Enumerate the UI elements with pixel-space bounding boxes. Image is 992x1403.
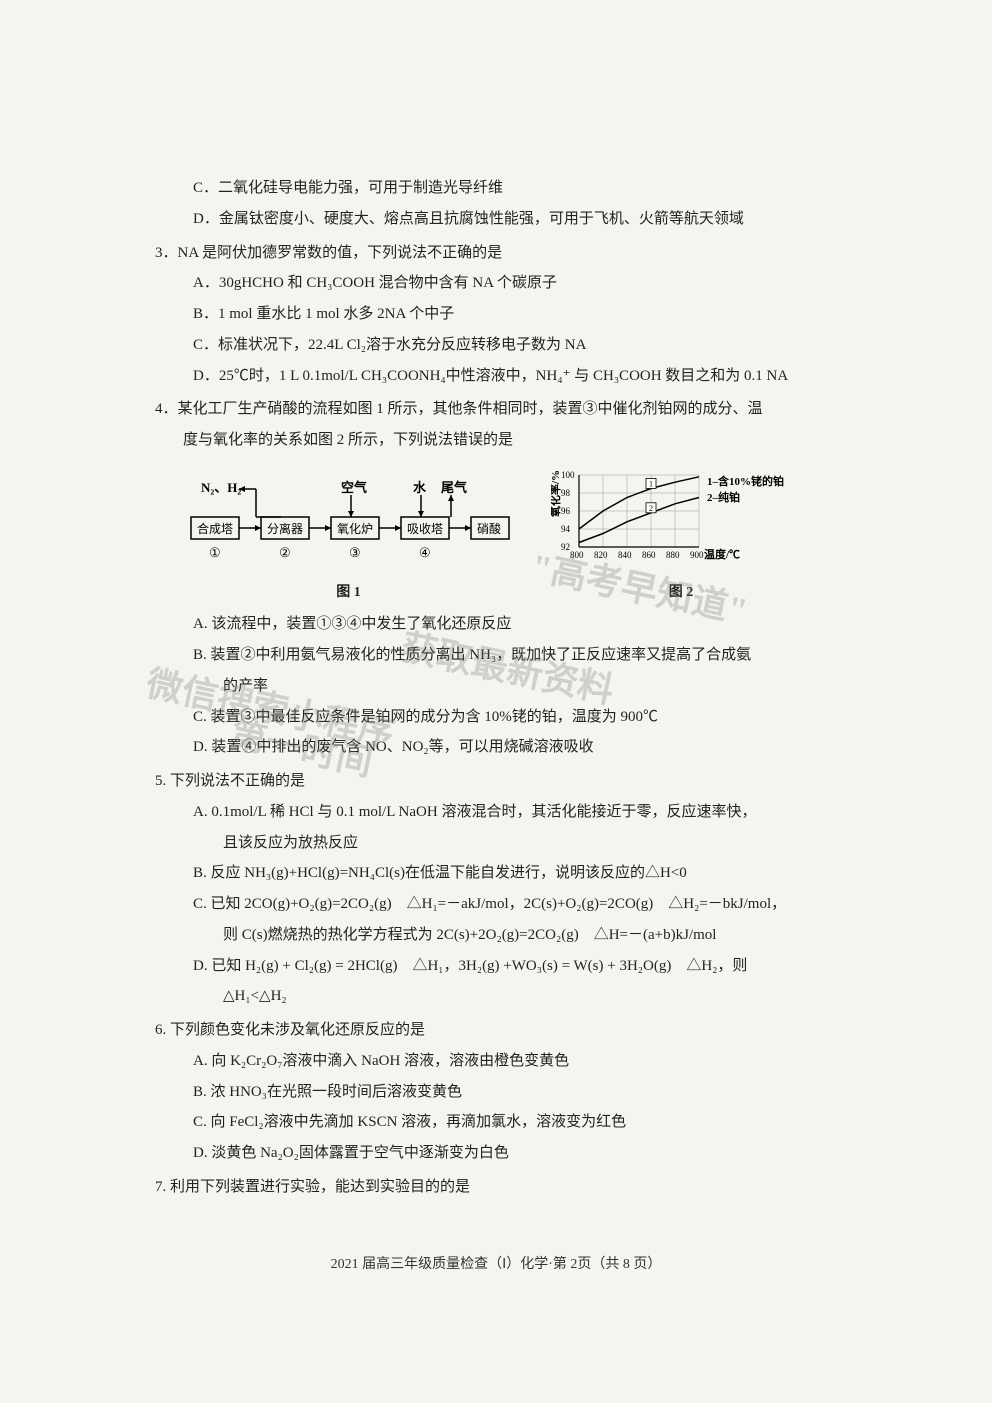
- node-exhaust: 尾气: [441, 480, 467, 495]
- svg-text:温度/℃: 温度/℃: [704, 547, 740, 561]
- q3-option-a: A．30gHCHO 和 CH₃COOH 混合物中含有 NA 个碳原子: [145, 270, 847, 298]
- figures-row: N₂、H₂ 空气 水 尾气 合成塔 分离器: [145, 467, 847, 606]
- svg-text:92: 92: [561, 542, 570, 552]
- q7-stem: 7. 利用下列装置进行实验，能达到实验目的的是: [145, 1174, 847, 1202]
- svg-text:96: 96: [561, 506, 571, 516]
- q4-option-b1: B. 装置②中利用氨气易液化的性质分离出 NH₃，既加快了正反应速率又提高了合成…: [145, 642, 847, 670]
- num1: ①: [209, 545, 221, 560]
- q3-option-b: B．1 mol 重水比 1 mol 水多 2NA 个中子: [145, 301, 847, 329]
- svg-text:94: 94: [561, 524, 571, 534]
- box2: 分离器: [267, 521, 303, 536]
- svg-text:880: 880: [666, 550, 680, 560]
- svg-text:2–纯铂: 2–纯铂: [707, 490, 740, 504]
- svg-text:800: 800: [570, 550, 584, 560]
- q2-option-c: C．二氧化硅导电能力强，可用于制造光导纤维: [145, 175, 847, 203]
- q5-option-d1: D. 已知 H₂(g) + Cl₂(g) = 2HCl(g) △H₁，3H₂(g…: [145, 953, 847, 981]
- figure-2: 800 820 840 860 880 900 92 94 96 98 100 1 2 1–含10%铑的铂…: [551, 467, 811, 606]
- fig2-label: 图 2: [551, 580, 811, 606]
- num3: ③: [349, 545, 361, 560]
- box3: 氧化炉: [337, 522, 373, 536]
- q4-stem1: 4．某化工厂生产硝酸的流程如图 1 所示，其他条件相同时，装置③中催化剂铂网的成…: [145, 396, 847, 424]
- svg-text:840: 840: [618, 550, 632, 560]
- q4-option-c: C. 装置③中最佳反应条件是铂网的成分为含 10%铑的铂，温度为 900℃: [145, 704, 847, 732]
- svg-text:900: 900: [690, 550, 704, 560]
- q3-stem: 3．NA 是阿伏加德罗常数的值，下列说法不正确的是: [145, 240, 847, 268]
- svg-text:1–含10%铑的铂: 1–含10%铑的铂: [707, 474, 784, 488]
- box4: 吸收塔: [407, 522, 443, 536]
- node-n2h2: N₂、H₂: [201, 480, 241, 495]
- svg-text:1: 1: [649, 479, 653, 488]
- page-content: C．二氧化硅导电能力强，可用于制造光导纤维 D．金属钛密度小、硬度大、熔点高且抗…: [0, 0, 992, 1255]
- q4-option-a: A. 该流程中，装置①③④中发生了氧化还原反应: [145, 611, 847, 639]
- fig1-label: 图 1: [181, 580, 516, 606]
- q5-option-a1: A. 0.1mol/L 稀 HCl 与 0.1 mol/L NaOH 溶液混合时…: [145, 799, 847, 827]
- flow-diagram: N₂、H₂ 空气 水 尾气 合成塔 分离器: [181, 467, 516, 567]
- num4: ④: [419, 545, 431, 560]
- q6-option-d: D. 淡黄色 Na₂O₂固体露置于空气中逐渐变为白色: [145, 1140, 847, 1168]
- svg-text:100: 100: [561, 470, 575, 480]
- svg-text:820: 820: [594, 550, 608, 560]
- q6-option-a: A. 向 K₂Cr₂O₇溶液中滴入 NaOH 溶液，溶液由橙色变黄色: [145, 1048, 847, 1076]
- q5-option-a2: 且该反应为放热反应: [145, 830, 847, 858]
- q3-option-c: C．标准状况下，22.4L Cl₂溶于水充分反应转移电子数为 NA: [145, 332, 847, 360]
- node-product: 硝酸: [477, 521, 501, 536]
- figure-1: N₂、H₂ 空气 水 尾气 合成塔 分离器: [181, 467, 516, 606]
- q5-stem: 5. 下列说法不正确的是: [145, 768, 847, 796]
- node-air: 空气: [341, 480, 367, 495]
- q3-option-d: D．25℃时，1 L 0.1mol/L CH₃COONH₄中性溶液中，NH₄⁺ …: [145, 363, 847, 391]
- q6-option-b: B. 浓 HNO₃在光照一段时间后溶液变黄色: [145, 1079, 847, 1107]
- q5-option-c2: 则 C(s)燃烧热的热化学方程式为 2C(s)+2O₂(g)=2CO₂(g) △…: [145, 922, 847, 950]
- q5-option-b: B. 反应 NH₃(g)+HCl(g)=NH₄Cl(s)在低温下能自发进行，说明…: [145, 860, 847, 888]
- q6-option-c: C. 向 FeCl₂溶液中先滴加 KSCN 溶液，再滴加氯水，溶液变为红色: [145, 1109, 847, 1137]
- chart-svg: 800 820 840 860 880 900 92 94 96 98 100 1 2 1–含10%铑的铂…: [551, 467, 811, 567]
- q4-option-d: D. 装置④中排出的废气含 NO、NO₂等，可以用烧碱溶液吸收: [145, 734, 847, 762]
- svg-text:98: 98: [561, 488, 571, 498]
- svg-text:2: 2: [649, 504, 653, 513]
- q5-option-d2: △H₁<△H₂: [145, 983, 847, 1011]
- q4-stem2: 度与氧化率的关系如图 2 所示，下列说法错误的是: [145, 427, 847, 455]
- svg-text:氧化率/%: 氧化率/%: [551, 470, 562, 518]
- q6-stem: 6. 下列颜色变化未涉及氧化还原反应的是: [145, 1017, 847, 1045]
- q5-option-c1: C. 已知 2CO(g)+O₂(g)=2CO₂(g) △H₁=－akJ/mol，…: [145, 891, 847, 919]
- svg-text:860: 860: [642, 550, 656, 560]
- num2: ②: [279, 545, 291, 560]
- q2-option-d: D．金属钛密度小、硬度大、熔点高且抗腐蚀性能强，可用于飞机、火箭等航天领域: [145, 206, 847, 234]
- box1: 合成塔: [197, 521, 233, 536]
- node-water: 水: [413, 480, 427, 495]
- page-footer: 2021 届高三年级质量检查（Ⅰ）化学·第 2页（共 8 页）: [0, 1253, 992, 1273]
- q4-option-b2: 的产率: [145, 673, 847, 701]
